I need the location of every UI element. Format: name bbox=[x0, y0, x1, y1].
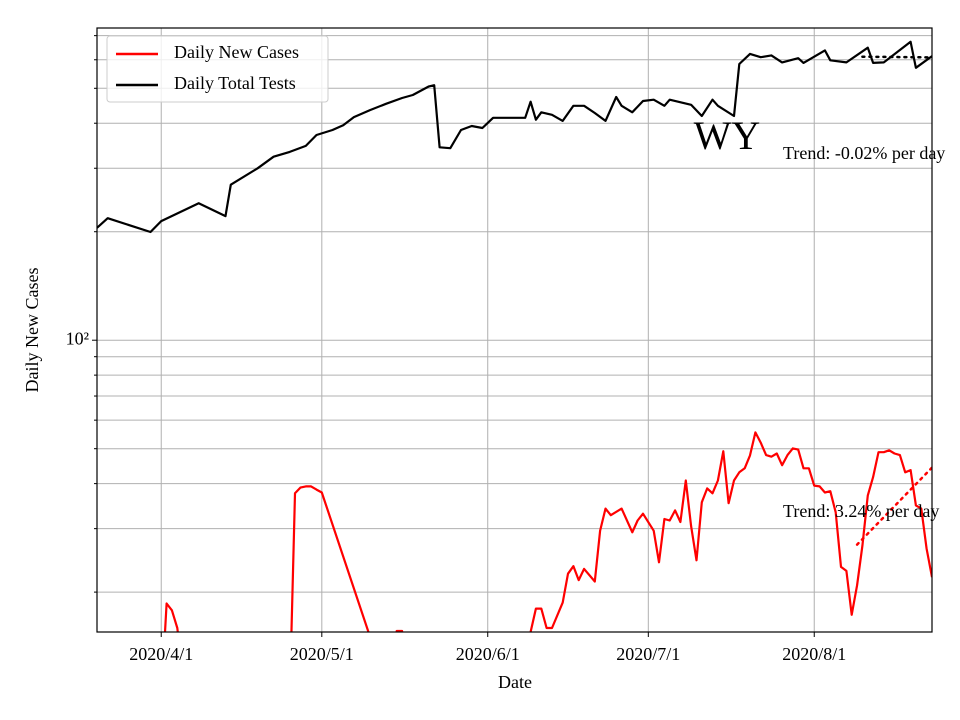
trend-label: Trend: -0.02% per day bbox=[783, 143, 945, 163]
y-axis-label: Daily New Cases bbox=[22, 268, 42, 393]
y-tick-label: 10² bbox=[66, 328, 89, 348]
legend-label: Daily Total Tests bbox=[174, 73, 296, 93]
x-tick-label: 2020/4/1 bbox=[129, 644, 193, 664]
x-tick-label: 2020/7/1 bbox=[616, 644, 680, 664]
x-tick-label: 2020/6/1 bbox=[456, 644, 520, 664]
grid bbox=[97, 28, 932, 632]
x-tick-label: 2020/8/1 bbox=[782, 644, 846, 664]
legend-label: Daily New Cases bbox=[174, 42, 299, 62]
legend: Daily New Cases Daily Total Tests bbox=[106, 35, 329, 103]
x-tick-label: 2020/5/1 bbox=[290, 644, 354, 664]
x-axis-label: Date bbox=[498, 672, 532, 692]
annotation: WY bbox=[694, 113, 761, 158]
plot-frame bbox=[96, 27, 933, 633]
plot-lines bbox=[97, 40, 932, 632]
trend-line bbox=[861, 55, 932, 59]
trend-label: Trend: 3.24% per day bbox=[783, 501, 939, 521]
series-line bbox=[163, 431, 932, 632]
series-line bbox=[97, 40, 932, 234]
legend-box bbox=[106, 35, 329, 103]
labels: 2020/4/1 2020/5/1 2020/6/1 2020/7/1 2020/8/1… bbox=[66, 35, 846, 664]
